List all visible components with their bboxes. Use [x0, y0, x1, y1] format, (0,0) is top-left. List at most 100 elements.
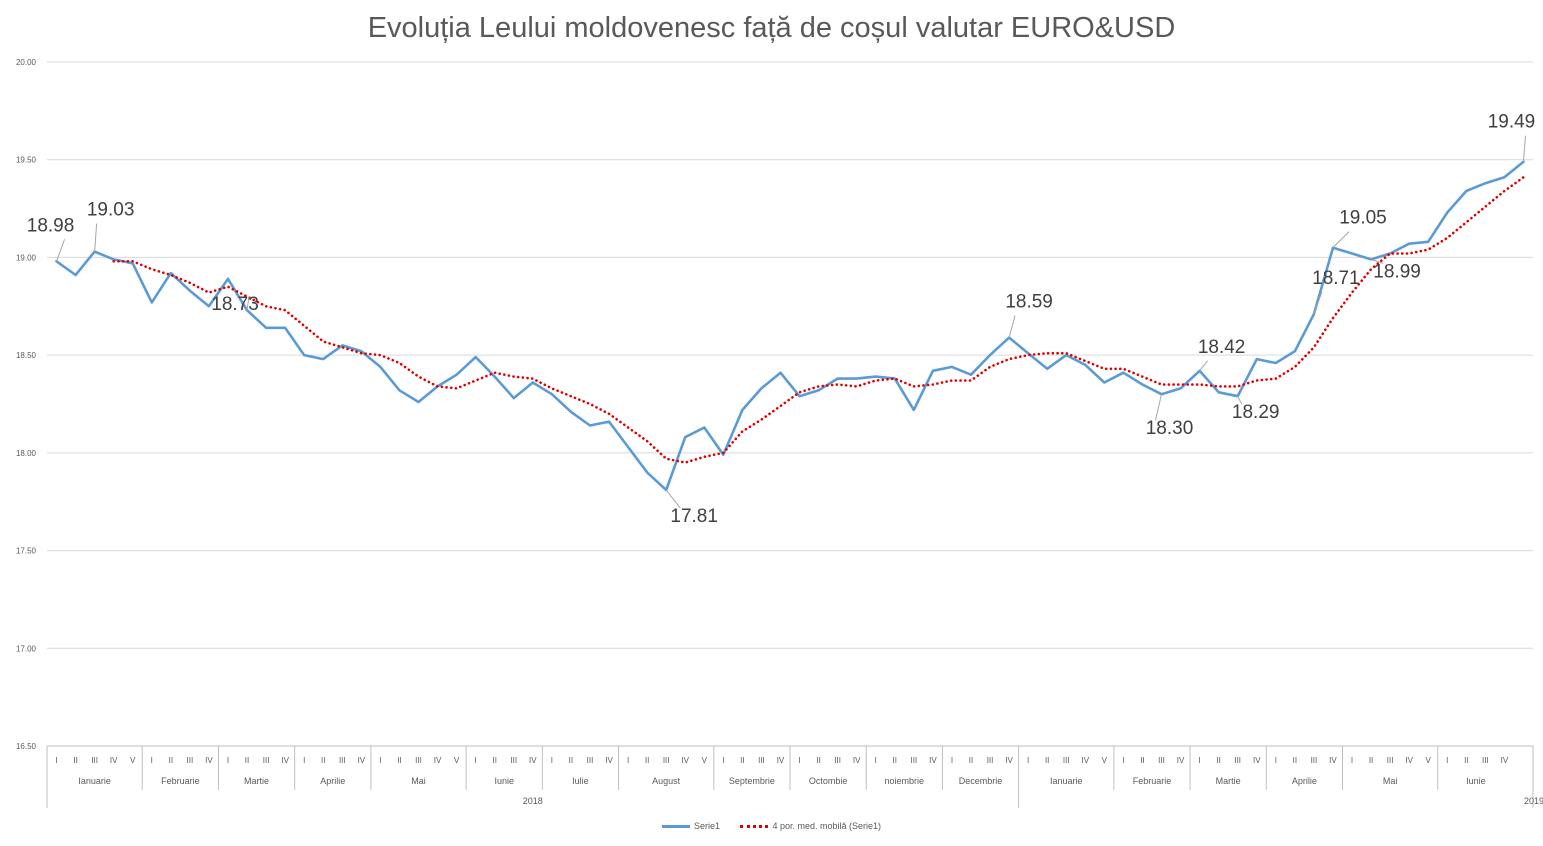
month-label: Iulie — [572, 776, 589, 786]
y-tick-label: 17.00 — [16, 644, 37, 653]
legend-swatch-moving-average — [740, 824, 769, 828]
x-tick-label: II — [816, 756, 820, 765]
x-tick-label: IV — [110, 756, 118, 765]
x-tick-label: V — [454, 756, 460, 765]
data-label-leader — [665, 489, 681, 509]
x-tick-label: V — [130, 756, 136, 765]
x-tick-label: III — [1387, 756, 1394, 765]
legend-item-serie1: Serie1 — [661, 820, 720, 831]
data-label-leader — [1313, 291, 1323, 315]
x-tick-label: III — [987, 756, 994, 765]
x-tick-label: IV — [853, 756, 861, 765]
y-tick-label: 20.00 — [16, 58, 37, 67]
x-tick-label: I — [798, 756, 800, 765]
x-tick-label: I — [627, 756, 629, 765]
x-tick-label: I — [379, 756, 381, 765]
year-label: 2019 — [1524, 796, 1543, 806]
x-tick-label: I — [722, 756, 724, 765]
data-label-leader — [1155, 394, 1162, 421]
x-tick-label: II — [645, 756, 649, 765]
y-tick-label: 17.50 — [16, 547, 37, 556]
x-tick-label: II — [492, 756, 496, 765]
legend-label-moving-average: 4 por. med. mobilă (Serie1) — [772, 820, 882, 831]
month-label: Octombie — [809, 776, 848, 786]
data-label-leader — [1199, 360, 1208, 372]
x-tick-label: I — [1446, 756, 1448, 765]
data-label: 19.49 — [1488, 112, 1536, 133]
y-tick-label: 18.00 — [16, 449, 37, 458]
data-label: 18.59 — [1005, 292, 1053, 313]
x-tick-label: IV — [777, 756, 785, 765]
x-tick-label: II — [169, 756, 173, 765]
x-tick-label: IV — [1405, 756, 1413, 765]
month-label: Mai — [411, 776, 426, 786]
x-tick-label: III — [1311, 756, 1318, 765]
data-label: 18.29 — [1232, 402, 1280, 423]
month-label: Aprilie — [1292, 776, 1317, 786]
x-tick-label: I — [55, 756, 57, 765]
x-tick-label: III — [834, 756, 841, 765]
series-line-serie1 — [55, 160, 1525, 492]
x-tick-label: II — [740, 756, 744, 765]
x-tick-label: II — [1369, 756, 1373, 765]
x-tick-label: IV — [681, 756, 689, 765]
x-tick-label: IV — [1177, 756, 1185, 765]
x-tick-label: III — [91, 756, 98, 765]
x-tick-label: I — [951, 756, 953, 765]
data-label-leader — [1370, 258, 1384, 264]
x-tick-label: I — [475, 756, 477, 765]
x-tick-label: I — [1275, 756, 1277, 765]
x-tick-label: I — [1351, 756, 1353, 765]
x-tick-label: I — [1122, 756, 1124, 765]
month-label: Martie — [1216, 776, 1241, 786]
x-tick-label: IV — [929, 756, 937, 765]
x-tick-label: III — [587, 756, 594, 765]
data-label-leader — [1008, 315, 1016, 338]
legend-item-moving-average: 4 por. med. mobilă (Serie1) — [740, 821, 881, 831]
month-label: Mai — [1383, 776, 1398, 786]
chart-title: Evoluția Leului moldovenesc față de coșu… — [367, 12, 1176, 44]
data-label: 18.42 — [1198, 337, 1246, 358]
x-tick-label: V — [702, 756, 708, 765]
month-label: Martie — [244, 776, 269, 786]
x-tick-label: III — [415, 756, 422, 765]
x-tick-label: II — [893, 756, 897, 765]
x-tick-label: III — [1234, 756, 1241, 765]
y-tick-label: 18.50 — [16, 351, 37, 360]
x-tick-label: II — [321, 756, 325, 765]
x-tick-label: I — [551, 756, 553, 765]
data-label: 18.30 — [1146, 418, 1194, 439]
y-tick-label: 19.00 — [16, 253, 37, 262]
month-label: August — [652, 776, 681, 786]
data-label: 17.81 — [670, 506, 718, 527]
data-label: 18.73 — [211, 294, 259, 315]
x-tick-label: V — [1102, 756, 1108, 765]
data-label: 19.05 — [1339, 208, 1387, 229]
month-label: Ianuarie — [78, 776, 111, 786]
data-label: 18.99 — [1373, 261, 1421, 282]
month-label: Aprilie — [320, 776, 345, 786]
x-tick-label: III — [339, 756, 346, 765]
x-tick-label: III — [910, 756, 917, 765]
x-tick-label: IV — [1501, 756, 1509, 765]
data-label-leader — [94, 223, 98, 252]
x-tick-label: I — [151, 756, 153, 765]
x-tick-label: I — [1027, 756, 1029, 765]
data-label: 18.98 — [27, 215, 75, 236]
x-tick-label: IV — [358, 756, 366, 765]
data-label: 18.71 — [1312, 268, 1360, 289]
data-label: 19.03 — [87, 200, 135, 221]
legend-label-serie1: Serie1 — [693, 820, 720, 831]
x-tick-label: IV — [434, 756, 442, 765]
x-tick-label: I — [1198, 756, 1200, 765]
x-tick-label: IV — [605, 756, 613, 765]
legend-swatch-serie1 — [661, 824, 690, 828]
x-tick-label: I — [303, 756, 305, 765]
x-tick-label: IV — [1005, 756, 1013, 765]
x-tick-label: II — [245, 756, 249, 765]
y-tick-label: 16.50 — [16, 742, 37, 751]
x-tick-label: IV — [1082, 756, 1090, 765]
series-line-moving-average — [112, 176, 1525, 464]
